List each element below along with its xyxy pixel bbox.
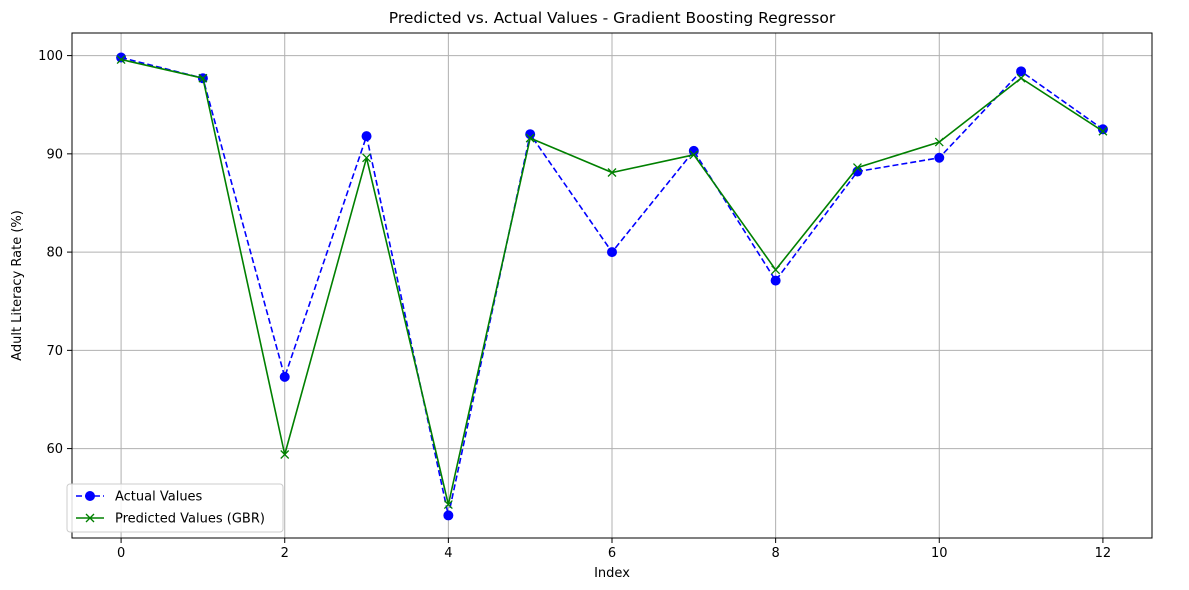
data-point <box>443 500 453 510</box>
x-tick-label: 12 <box>1095 546 1112 561</box>
x-tick-label: 4 <box>444 546 452 561</box>
x-tick-label: 2 <box>281 546 289 561</box>
data-point <box>770 275 781 286</box>
data-point <box>1016 73 1026 83</box>
data-point <box>1016 66 1027 77</box>
y-tick-label: 100 <box>38 49 63 64</box>
data-point <box>443 510 454 521</box>
data-point <box>280 450 290 459</box>
legend-marker <box>85 513 95 523</box>
series-layer <box>116 52 1108 521</box>
chart-title: Predicted vs. Actual Values - Gradient B… <box>389 9 836 27</box>
data-point <box>852 163 862 173</box>
legend-box <box>66 483 284 533</box>
data-point <box>361 131 372 142</box>
data-point <box>771 265 781 275</box>
data-point <box>116 55 126 64</box>
x-axis-label: Index <box>594 566 630 581</box>
legend-label-predicted: Predicted Values (GBR) <box>115 512 265 527</box>
data-point <box>607 247 617 258</box>
x-tick-label: 0 <box>117 546 125 561</box>
x-tick-label: 6 <box>608 546 616 561</box>
data-point <box>198 73 208 83</box>
x-tick-label: 8 <box>771 546 779 561</box>
data-point <box>689 150 699 160</box>
legend-marker-predicted <box>85 513 95 523</box>
legend-marker-actual <box>85 491 95 501</box>
data-point <box>279 371 290 382</box>
y-tick-label: 90 <box>46 147 63 162</box>
data-point <box>362 153 372 163</box>
data-point <box>607 168 617 177</box>
y-tick-label: 80 <box>46 246 63 261</box>
y-tick-label: 70 <box>46 344 63 359</box>
ticks: 0 2 4 6 8 10 12 60 70 80 90 100 <box>38 49 1111 561</box>
series-predicted <box>116 55 1108 510</box>
data-point <box>934 152 945 163</box>
data-point <box>934 137 944 147</box>
legend: Actual Values Predicted Values (GBR) <box>66 483 284 533</box>
y-tick-label: 60 <box>46 442 63 457</box>
y-axis-label: Adult Literacy Rate (%) <box>10 210 25 361</box>
legend-marker <box>85 491 95 501</box>
data-point <box>1098 126 1108 136</box>
data-point <box>525 133 535 143</box>
legend-label-actual: Actual Values <box>115 490 203 505</box>
x-tick-label: 10 <box>931 546 948 561</box>
